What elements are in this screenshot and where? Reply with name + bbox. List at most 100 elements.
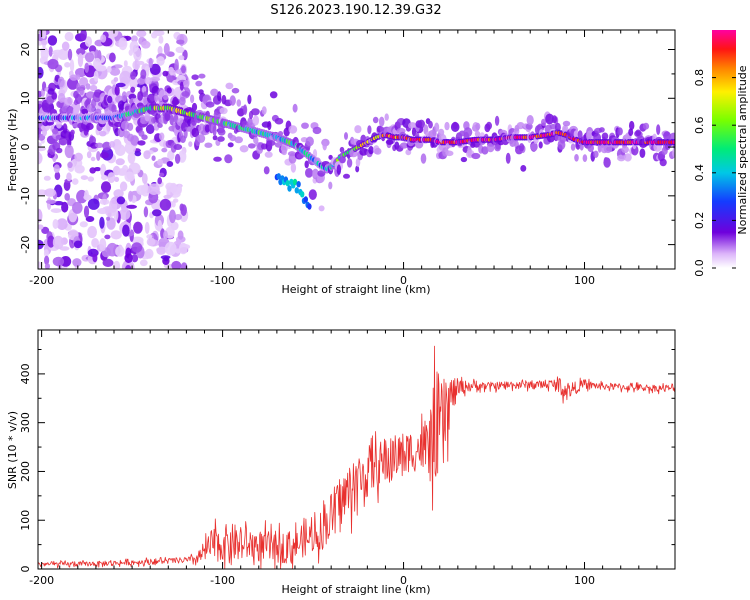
spectrogram-halo-cell [247, 143, 256, 149]
spectrogram-halo-cell [154, 93, 159, 102]
spectrogram-halo-cell [100, 151, 109, 159]
snr-panel: -200 -100 0 100 0 100 200 300 400 Height of stra… [6, 329, 676, 596]
spectrogram-noise-cell [144, 248, 154, 259]
spectrogram-noise-cell [89, 167, 96, 174]
spectrogram-halo-cell [210, 88, 219, 97]
spectrogram-halo-cell [639, 148, 646, 158]
spectrogram-noise-cell [167, 150, 175, 161]
spectrogram-noise-cell [71, 178, 79, 185]
spectrogram-halo-cell [582, 154, 588, 163]
spectrogram-noise-cell [163, 230, 168, 240]
spectrogram-halo-cell [183, 80, 190, 88]
spectrogram-halo-cell [75, 93, 82, 105]
spectrogram-halo-cell [344, 132, 348, 140]
spectrogram-halo-cell [475, 122, 481, 130]
spectrogram-noise-cell [93, 70, 99, 82]
spectrogram-noise-cell [72, 258, 82, 267]
spectrogram-halo-cell [481, 146, 489, 155]
spectrogram-noise-cell [52, 235, 64, 250]
spectrogram-x-tick-label: 0 [400, 274, 407, 287]
spectrogram-halo-cell [76, 82, 81, 93]
spectrogram-halo-cell [180, 135, 186, 143]
spectrogram-noise-cell [93, 57, 102, 70]
spectrogram-noise-cell [61, 201, 69, 213]
spectrogram-noise-cell [90, 156, 96, 162]
spectrogram-noise-cell [41, 226, 50, 234]
spectrogram-noise-cell [171, 260, 182, 269]
spectrogram-noise-cell [47, 235, 55, 248]
spectrogram-halo-cell [384, 113, 389, 121]
spectrogram-noise-cell [157, 219, 162, 232]
spectrogram-noise-cell [164, 241, 177, 256]
spectrogram-halo-cell [317, 170, 326, 177]
spectrogram-halo-cell [467, 146, 472, 157]
spectrogram-halo-cell [354, 125, 362, 134]
spectrogram-halo-cell [417, 119, 425, 129]
spectrogram-halo-cell [378, 116, 385, 127]
spectrogram-halo-cell [212, 125, 217, 137]
spectrogram-halo-cell [148, 57, 153, 69]
spectrogram-noise-cell [88, 45, 97, 54]
spectrogram-halo-cell [281, 149, 287, 156]
colorbar-tick-label: 0.8 [693, 69, 706, 87]
spectrogram-y-tick-label: -10 [19, 187, 32, 205]
snr-x-tick-label: 0 [400, 574, 407, 587]
spectrogram-halo-cell [261, 106, 267, 115]
spectrogram-noise-cell [124, 171, 135, 182]
spectrogram-halo-cell [120, 120, 130, 130]
spectrogram-noise-cell [92, 253, 98, 263]
spectrogram-noise-cell [87, 176, 95, 182]
spectrogram-noise-cell [118, 37, 128, 51]
spectrogram-halo-cell [212, 135, 218, 141]
spectrogram-halo-cell [253, 136, 259, 144]
spectrogram-noise-cell [178, 55, 185, 61]
spectrogram-halo-cell [336, 164, 342, 175]
spectrogram-halo-cell [166, 87, 172, 94]
spectrogram-halo-cell [593, 150, 599, 158]
colorbar-scale [712, 30, 736, 268]
snr-axes: -200 -100 0 100 0 100 200 300 400 [19, 330, 676, 587]
spectrogram-noise-cell [131, 242, 143, 253]
spectrogram-branch-cell [292, 178, 298, 186]
spectrogram-halo-cell [89, 84, 98, 92]
spectrogram-noise-cell [141, 173, 148, 185]
spectrogram-noise-cell [146, 237, 156, 247]
spectrogram-noise-cell [84, 36, 92, 47]
spectrogram-heatmap [38, 30, 675, 269]
colorbar-tick-label: 0.6 [693, 116, 706, 134]
spectrogram-noise-cell [64, 31, 74, 42]
spectrogram-noise-cell [151, 155, 156, 161]
spectrogram-halo-cell [322, 140, 328, 151]
spectrogram-halo-cell [460, 156, 468, 163]
spectrogram-noise-cell [134, 151, 142, 157]
spectrogram-noise-cell [113, 260, 121, 269]
spectrogram-noise-cell [98, 208, 106, 214]
spectrogram-halo-cell [169, 114, 175, 126]
spectrogram-halo-cell [494, 144, 501, 152]
spectrogram-noise-cell [111, 199, 119, 204]
spectrogram-noise-cell [179, 203, 185, 212]
spectrogram-noise-cell [169, 184, 178, 193]
spectrogram-halo-cell [368, 146, 374, 155]
spectrogram-noise-cell [159, 198, 172, 211]
spectrogram-halo-cell [274, 117, 284, 125]
spectrogram-frame [37, 29, 676, 270]
spectrogram-noise-cell [157, 45, 163, 56]
spectrogram-noise-cell [113, 77, 119, 82]
spectrogram-branch-cell [294, 187, 299, 194]
spectrogram-halo-cell [267, 120, 272, 131]
spectrogram-halo-cell [305, 136, 314, 147]
spectrogram-halo-cell [574, 154, 579, 162]
spectrogram-halo-cell [171, 99, 180, 106]
spectrogram-noise-cell [61, 41, 70, 51]
spectrogram-halo-cell [107, 95, 113, 104]
spectrogram-halo-cell [236, 99, 242, 107]
spectrogram-noise-cell [80, 175, 89, 181]
spectrogram-halo-cell [198, 73, 206, 79]
spectrogram-noise-cell [144, 221, 150, 234]
spectrogram-branch-cell [287, 185, 292, 192]
spectrogram-halo-cell [554, 122, 561, 132]
spectrogram-halo-cell [629, 120, 635, 131]
spectrogram-halo-cell [191, 74, 199, 80]
spectrogram-halo-cell [179, 81, 184, 91]
